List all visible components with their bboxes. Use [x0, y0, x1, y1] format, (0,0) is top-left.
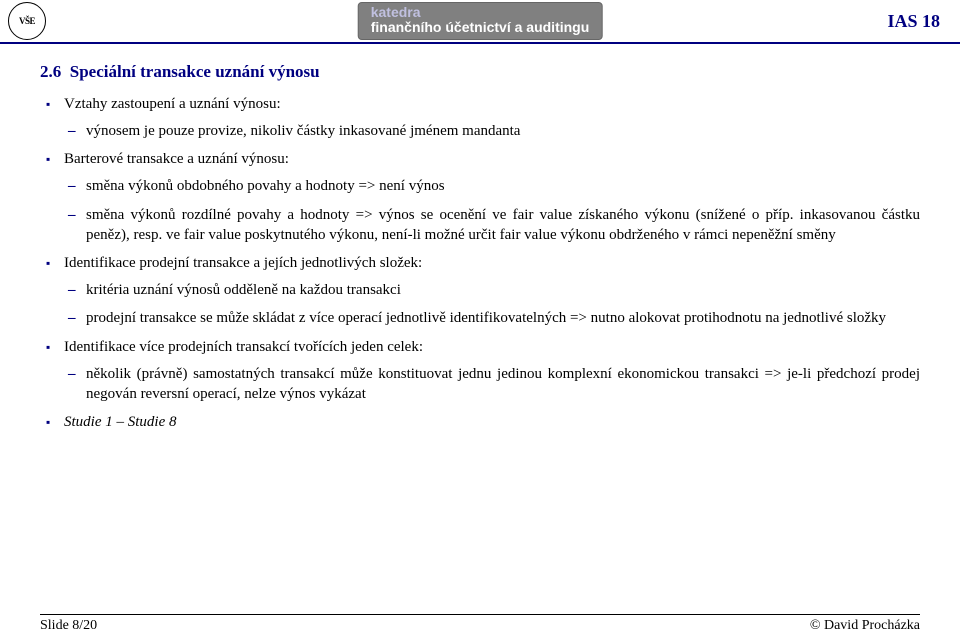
page-footer: Slide 8/20 © David Procházka	[40, 614, 920, 634]
list-item-text: Barterové transakce a uznání výnosu:	[64, 151, 289, 167]
sub-list: několik (právně) samostatných transakcí …	[64, 364, 920, 405]
content-area: 2.6 Speciální transakce uznání výnosu Vz…	[0, 44, 960, 431]
logo-text: VŠE	[19, 16, 35, 26]
list-item: Identifikace prodejní transakce a jejích…	[64, 255, 920, 329]
slide-number: Slide 8/20	[40, 618, 97, 634]
list-item-text: Vztahy zastoupení a uznání výnosu:	[64, 96, 281, 112]
list-item-text: Identifikace prodejní transakce a jejích…	[64, 255, 422, 271]
list-item-text: Identifikace více prodejních transakcí t…	[64, 339, 423, 355]
list-item: Studie 1 – Studie 8	[64, 414, 920, 431]
sub-list-item: několik (právně) samostatných transakcí …	[86, 364, 920, 405]
sub-list: výnosem je pouze provize, nikoliv částky…	[64, 121, 920, 141]
section-heading: 2.6 Speciální transakce uznání výnosu	[40, 62, 920, 82]
dept-line2: finančního účetnictví a auditingu	[371, 20, 590, 35]
sub-list-item: výnosem je pouze provize, nikoliv částky…	[86, 121, 920, 141]
sub-list-item: prodejní transakce se může skládat z víc…	[86, 308, 920, 328]
bullet-list: Vztahy zastoupení a uznání výnosu: výnose…	[40, 96, 920, 431]
section-title: Speciální transakce uznání výnosu	[70, 62, 320, 81]
list-item: Barterové transakce a uznání výnosu: směn…	[64, 151, 920, 245]
sub-list: kritéria uznání výnosů odděleně na každo…	[64, 280, 920, 329]
list-item-text: Studie 1 – Studie 8	[64, 414, 177, 430]
sub-list-item: směna výkonů obdobného povahy a hodnoty …	[86, 176, 920, 196]
list-item: Vztahy zastoupení a uznání výnosu: výnose…	[64, 96, 920, 141]
list-item: Identifikace více prodejních transakcí t…	[64, 339, 920, 405]
dept-line1: katedra	[371, 5, 590, 20]
page-header: VŠE katedra finančního účetnictví a audi…	[0, 0, 960, 44]
section-number: 2.6	[40, 62, 61, 81]
sub-list: směna výkonů obdobného povahy a hodnoty …	[64, 176, 920, 245]
sub-list-item: směna výkonů rozdílné povahy a hodnoty =…	[86, 205, 920, 246]
department-badge: katedra finančního účetnictví a auditing…	[358, 2, 603, 41]
ias-label: IAS 18	[887, 11, 940, 32]
author-name: © David Procházka	[810, 618, 920, 634]
university-logo: VŠE	[8, 2, 46, 40]
sub-list-item: kritéria uznání výnosů odděleně na každo…	[86, 280, 920, 300]
